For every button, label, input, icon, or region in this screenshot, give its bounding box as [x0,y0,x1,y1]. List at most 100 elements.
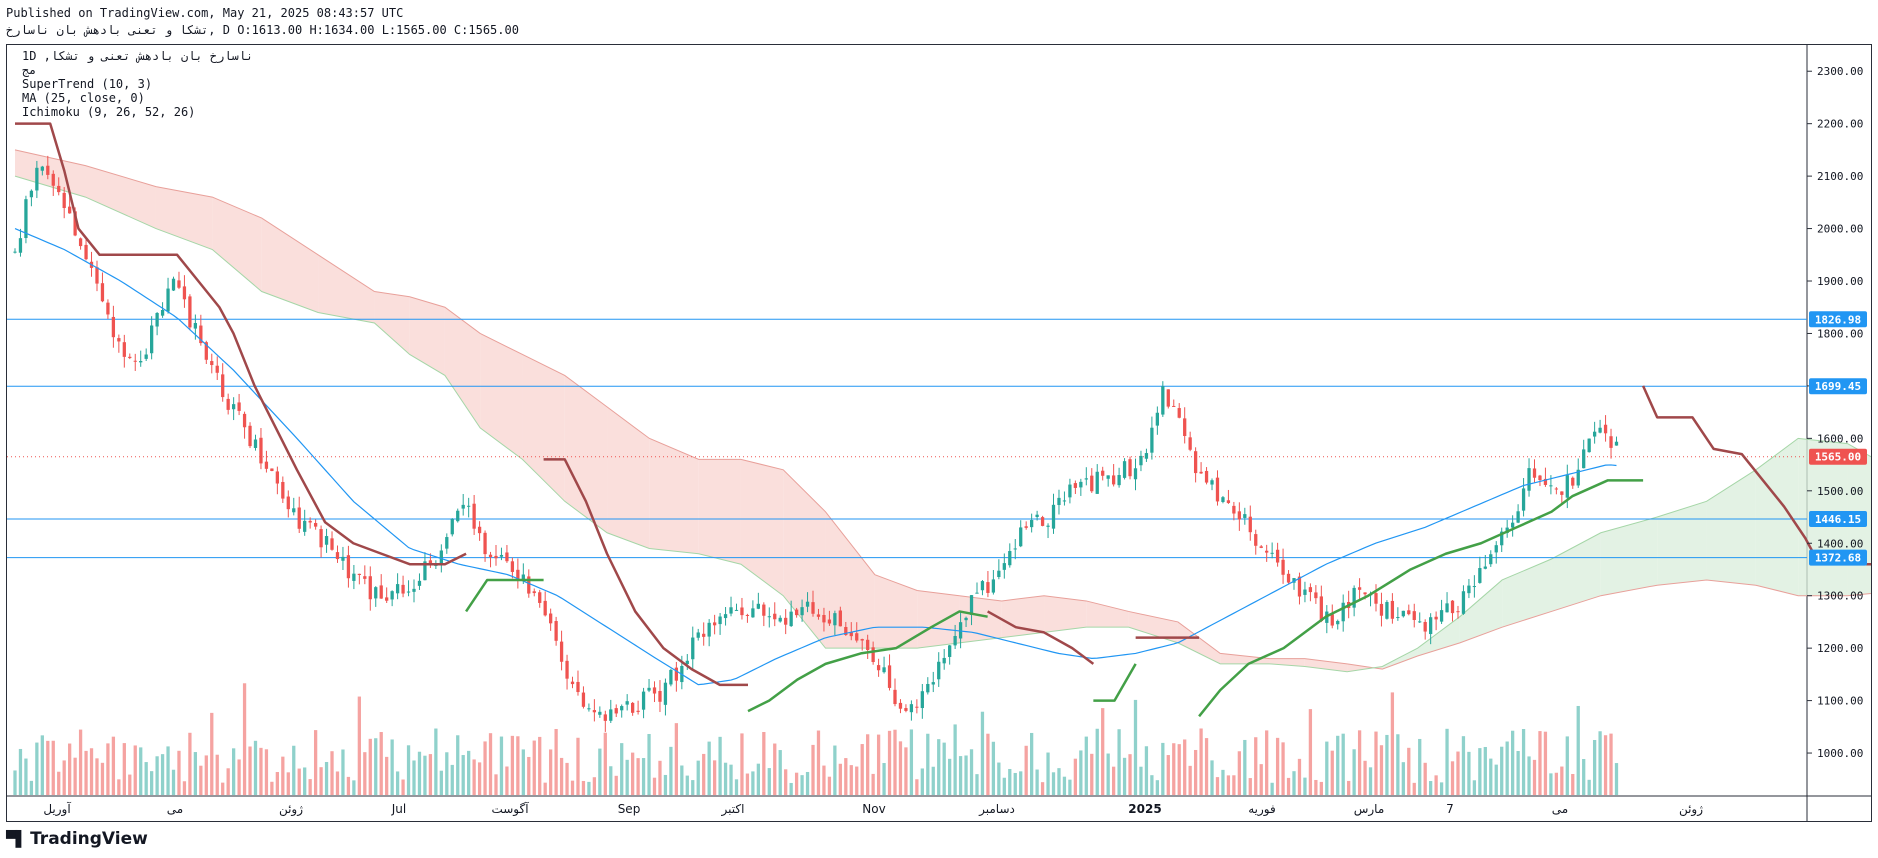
candle-body [647,687,651,691]
volume-bar [144,762,148,795]
candle-body [893,689,897,705]
candle-body [210,361,214,366]
volume-bar [1084,736,1088,795]
volume-bar [150,771,154,795]
candle-body [587,708,591,710]
volume-bar [1532,759,1537,795]
volume-bar [155,756,159,795]
volume-bar [942,742,946,795]
volume-bar [1582,759,1586,795]
volume-bar [215,754,219,795]
volume-bar [1565,736,1569,795]
y-tick-label: 1400.00 [1817,537,1863,550]
candle-body [406,591,411,593]
candle-body [57,185,61,193]
volume-bar [1133,699,1138,795]
volume-bar [40,735,44,795]
candle-body [1002,563,1006,570]
candle-body [73,211,77,236]
volume-bar [1303,777,1307,795]
volume-bar [729,764,733,795]
candle-body [658,690,662,702]
candle-body [909,704,914,713]
candle-body [609,709,613,721]
candle-body [242,413,247,428]
volume-bar [680,765,684,795]
candle-body [696,632,700,638]
ichimoku-cloud-segment [917,590,960,649]
candle-body [800,607,804,616]
volume-bar [330,751,334,795]
candle-body [423,561,427,581]
candle-body [565,660,569,679]
volume-bar [887,730,892,795]
volume-bar [898,741,903,795]
volume-bar [784,769,788,795]
volume-bar [1019,771,1023,795]
candle-body [702,633,706,637]
volume-bar [199,765,203,795]
candle-body [395,584,400,594]
candle-body [969,595,974,615]
candle-body [538,592,542,603]
volume-bar [1401,762,1405,795]
ichimoku-cloud-segment [374,291,410,355]
candle-body [1133,468,1138,480]
candle-body [1068,484,1072,498]
candle-body [117,338,121,342]
candle-body [1095,471,1099,494]
candle-body [1204,470,1209,483]
legend-ichimoku[interactable]: Ichimoku (9, 26, 52, 26) [22,105,196,119]
legend-ma[interactable]: MA (25, close, 0) [22,91,145,105]
candle-body [1254,534,1258,546]
candle-body [1221,497,1225,503]
volume-bar [182,781,187,795]
candle-body [150,325,154,354]
volume-bar [800,775,804,795]
volume-bar [1046,752,1050,795]
candle-body [1177,408,1181,418]
candle-body [1122,461,1127,478]
candle-body [1500,531,1504,546]
candle-body [275,471,279,484]
volume-bar [1193,749,1198,795]
volume-bar [620,743,624,795]
volume-bar [270,781,274,795]
volume-bar [609,766,613,795]
ichimoku-cloud-segment [1459,579,1503,643]
candle-body [160,310,165,316]
volume-bar [1341,733,1345,795]
volume-bar [1467,751,1471,795]
legend-supertrend[interactable]: SuperTrend (10, 3) [22,77,153,91]
volume-bar [1538,731,1542,795]
candle-body [51,173,55,186]
volume-bar [756,763,760,795]
volume-bar [625,759,629,795]
volume-bar [827,776,832,795]
candle-body [1390,600,1395,619]
candle-body [663,682,668,705]
volume-bar [1396,734,1400,795]
volume-bar [532,740,536,795]
candle-body [734,609,739,611]
ichimoku-cloud-segment [85,165,156,229]
volume-bar [297,768,301,795]
candle-body [707,622,711,637]
level-price-tag: 1446.15 [1815,513,1861,526]
candle-body [385,597,389,601]
candle-body [18,238,23,253]
y-tick-label: 1800.00 [1817,327,1863,340]
candle-body [876,665,881,671]
ichimoku-cloud-segment [409,296,445,376]
candle-body [417,580,422,586]
ichimoku-cloud-segment [212,197,262,292]
candle-body [412,588,416,592]
ichimoku-cloud-segment [1001,595,1045,638]
candle-body [991,579,996,593]
chart-area[interactable]: 2300.00 2200.00 2100.00 2000.00 1900.00 1800.… [6,44,1872,822]
candle-body [712,622,717,626]
candle-body [1155,412,1159,426]
price-chart[interactable]: 2300.00 2200.00 2100.00 2000.00 1900.00 1800.… [7,45,1871,821]
candle-body [1019,527,1023,547]
candle-body [1166,389,1170,407]
